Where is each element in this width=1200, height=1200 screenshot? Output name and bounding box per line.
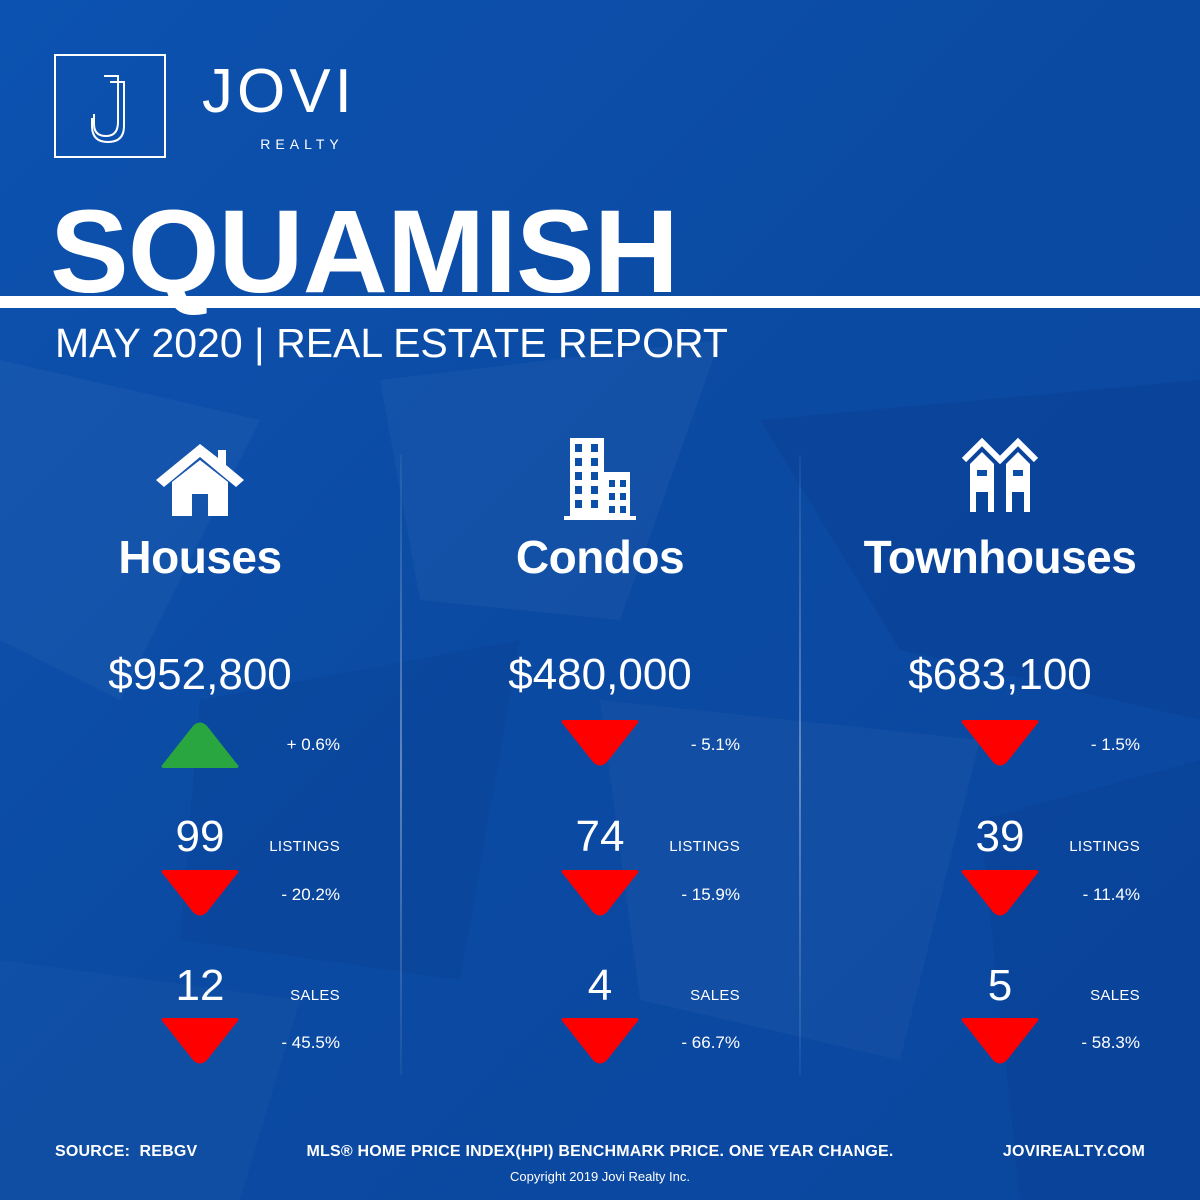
logo-mark xyxy=(54,54,166,158)
trend-down-icon xyxy=(161,1018,239,1064)
benchmark-price: $952,800 xyxy=(108,650,292,699)
listings-label: LISTINGS xyxy=(669,838,740,855)
page-title: SQUAMISH xyxy=(50,186,679,318)
sales-count: 5 xyxy=(987,961,1013,1010)
column-houses: Houses $952,800 + 0.6% 99 LISTINGS - 20.… xyxy=(0,430,400,1080)
sales-change: - 66.7% xyxy=(681,1033,740,1052)
column-townhouses: Townhouses $683,100 - 1.5% 39 LISTINGS -… xyxy=(800,430,1200,1080)
sales-label: SALES xyxy=(1090,987,1140,1004)
price-change: - 5.1% xyxy=(690,735,740,754)
trend-down-icon xyxy=(561,870,639,916)
listings-label: LISTINGS xyxy=(1069,838,1140,855)
column-condos: Condos $480,000 - 5.1% 74 LISTINGS - 15.… xyxy=(400,430,800,1080)
copyright: Copyright 2019 Jovi Realty Inc. xyxy=(510,1169,690,1184)
condo-building-icon xyxy=(564,438,636,520)
sales-change: - 45.5% xyxy=(281,1033,340,1052)
column-divider xyxy=(799,455,801,1075)
sales-change: - 58.3% xyxy=(1081,1033,1140,1052)
brand-sub: REALTY xyxy=(260,136,344,152)
listings-change: - 11.4% xyxy=(1082,885,1140,904)
sales-count: 12 xyxy=(175,961,225,1010)
listings-count: 99 xyxy=(175,812,225,861)
listings-change: - 20.2% xyxy=(281,885,340,904)
footer-note: MLS® HOME PRICE INDEX(HPI) BENCHMARK PRI… xyxy=(306,1143,894,1160)
townhouse-icon xyxy=(961,437,1039,512)
footer-source: SOURCE: REBGV xyxy=(55,1143,198,1160)
trend-down-icon xyxy=(561,720,639,766)
listings-change: - 15.9% xyxy=(681,885,740,904)
column-title: Condos xyxy=(515,531,685,583)
footer-website-link[interactable]: JOVIREALTY.COM xyxy=(1002,1143,1145,1160)
trend-down-icon xyxy=(961,1018,1039,1064)
trend-up-icon xyxy=(161,722,239,768)
sales-count: 4 xyxy=(587,961,613,1010)
trend-down-icon xyxy=(161,870,239,916)
column-title: Townhouses xyxy=(863,531,1137,583)
sales-label: SALES xyxy=(690,987,740,1004)
trend-down-icon xyxy=(961,870,1039,916)
trend-down-icon xyxy=(561,1018,639,1064)
column-title: Houses xyxy=(118,531,282,583)
column-divider xyxy=(400,455,402,1075)
benchmark-price: $480,000 xyxy=(508,650,692,699)
logo-monogram-icon xyxy=(91,75,125,144)
price-change: - 1.5% xyxy=(1090,735,1140,754)
sales-label: SALES xyxy=(290,987,340,1004)
title-rule xyxy=(0,296,1200,308)
listings-label: LISTINGS xyxy=(269,838,340,855)
benchmark-price: $683,100 xyxy=(908,650,1092,699)
house-icon xyxy=(156,444,244,516)
listings-count: 74 xyxy=(575,812,625,861)
listings-count: 39 xyxy=(975,812,1025,861)
brand-name: JOVI xyxy=(202,57,356,126)
page-subtitle: MAY 2020 | REAL ESTATE REPORT xyxy=(55,320,728,366)
price-change: + 0.6% xyxy=(286,735,340,754)
trend-down-icon xyxy=(961,720,1039,766)
